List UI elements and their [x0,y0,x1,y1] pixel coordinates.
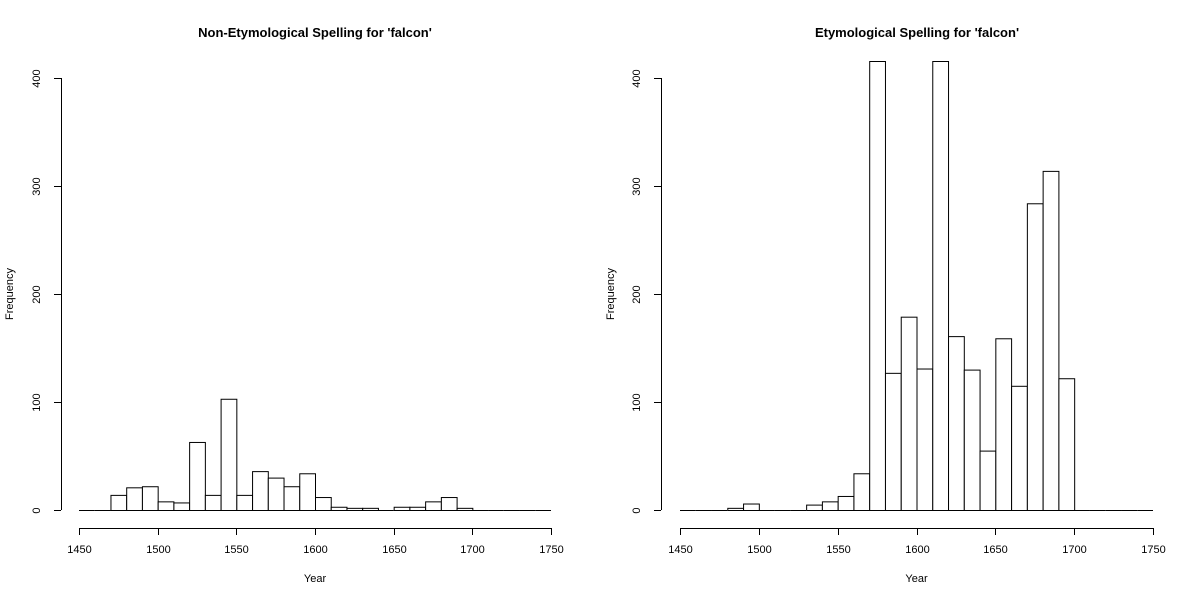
histogram-bar [995,338,1013,511]
histogram-bar [1026,203,1044,511]
histogram-bar [141,486,159,511]
histogram-bar [884,372,902,511]
histogram-bar [409,506,427,512]
x-tick-label: 1600 [303,544,327,556]
x-tick-label: 1550 [826,544,850,556]
y-tick-label: 400 [31,69,43,87]
chart-title: Non-Etymological Spelling for 'falcon' [198,25,432,40]
histogram-bar [963,369,981,511]
histogram-bar [900,316,918,511]
x-tick-label: 1700 [460,544,484,556]
chart-title: Etymological Spelling for 'falcon' [815,25,1019,40]
x-tick-label: 1600 [905,544,929,556]
histogram-bar [853,473,871,511]
y-tick-label: 200 [31,285,43,303]
histogram-bar [362,507,379,511]
x-tick-label: 1750 [1141,544,1165,556]
histogram-bar [1011,385,1028,511]
histogram-bar [157,501,175,511]
histogram-bar [252,471,269,511]
histogram-bar [869,61,886,511]
histogram-bar [440,497,458,512]
histogram-bar [806,504,823,512]
histogram-bar [425,501,442,511]
histogram-bar [189,441,206,511]
histogram-bar [267,477,285,512]
x-tick-label: 1550 [224,544,248,556]
y-axis-label: Frequency [4,268,16,320]
histogram-bar [743,503,760,511]
histogram-bar [948,336,965,511]
histogram-bar [979,450,997,512]
x-axis-label: Year [304,573,327,585]
x-tick-label: 1650 [983,544,1007,556]
x-axis-label: Year [905,573,928,585]
histogram-bar [236,494,254,512]
histogram-bar [110,494,128,512]
histogram-bar [330,506,348,512]
x-tick-label: 1450 [67,544,91,556]
histogram-panel-1: Non-Etymological Spelling for 'falcon' 14… [4,25,564,585]
histogram-bar [299,473,316,511]
histogram-bar [916,368,934,511]
y-axis-label: Frequency [605,268,617,320]
y-tick-label: 300 [31,177,43,195]
histogram-bar [1042,170,1060,511]
x-tick-label: 1500 [146,544,170,556]
histogram-bar [837,495,855,511]
histogram-bar [173,502,191,512]
y-tick-label: 0 [31,507,43,513]
x-tick-label: 1450 [668,544,692,556]
histogram-bar [315,497,332,512]
histogram-bar [932,61,950,511]
histogram-bar [727,507,745,511]
y-tick-label: 0 [631,507,643,513]
y-tick-label: 200 [631,285,643,303]
y-tick-label: 300 [631,177,643,195]
histogram-panel-2: Etymological Spelling for 'falcon' 1450 15… [605,25,1166,585]
y-tick-label: 400 [631,69,643,87]
y-tick-label: 100 [631,393,643,411]
histogram-bar [283,486,301,511]
x-tick-label: 1500 [747,544,771,556]
x-tick-label: 1700 [1062,544,1086,556]
histogram-bar [821,501,839,511]
histogram-bar [393,506,411,512]
histogram-bar [1058,378,1076,511]
histogram-bar [204,494,222,512]
histogram-bar [126,487,143,512]
histogram-bar [456,507,474,511]
histogram-bar [220,398,238,512]
x-tick-label: 1750 [539,544,563,556]
x-tick-label: 1650 [382,544,406,556]
histogram-bar [346,507,364,511]
y-tick-label: 100 [31,393,43,411]
